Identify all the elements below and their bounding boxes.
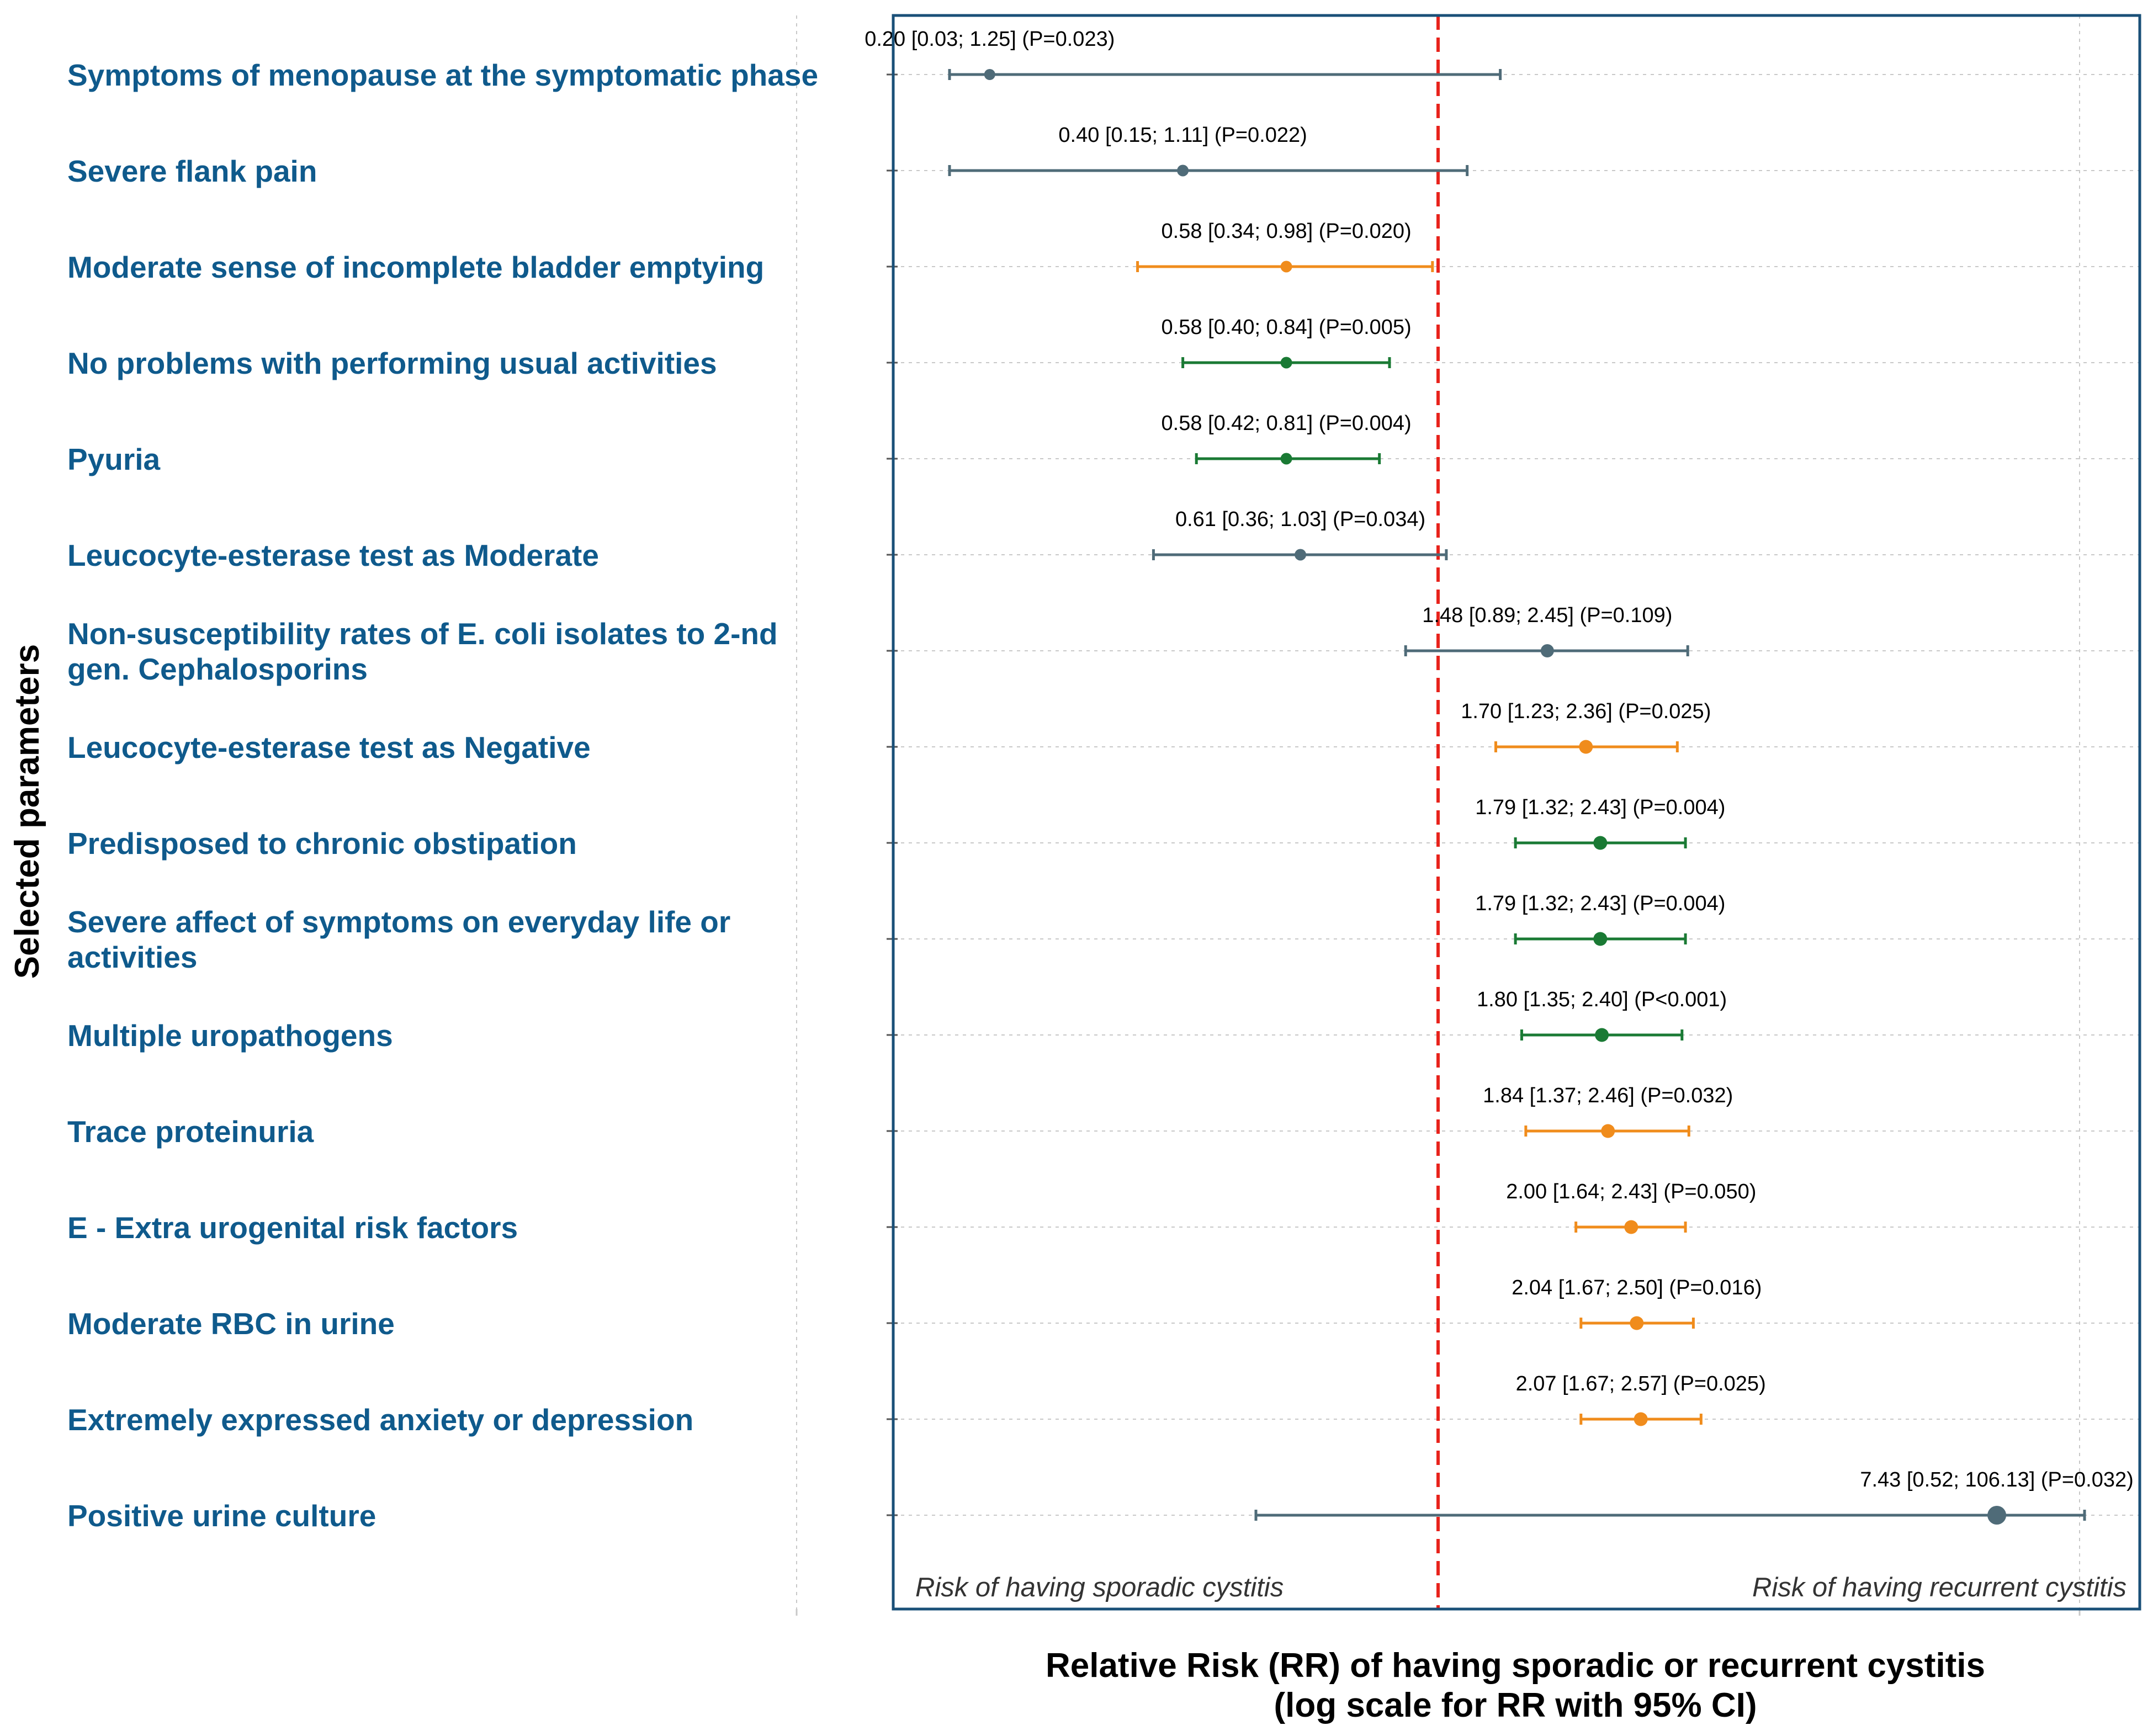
parameter-label: Pyuria — [67, 442, 161, 476]
parameter-label: Positive urine culture — [67, 1499, 376, 1533]
ci-value-label: 7.43 [0.52; 106.13] (P=0.032) — [1860, 1468, 2133, 1491]
forest-row: 0.20 [0.03; 1.25] (P=0.023) — [865, 28, 1502, 80]
y-axis-title: Selected parameters — [8, 644, 46, 979]
rr-point — [1634, 1412, 1648, 1426]
ci-value-label: 2.04 [1.67; 2.50] (P=0.016) — [1512, 1276, 1762, 1299]
ci-value-label: 1.48 [0.89; 2.45] (P=0.109) — [1422, 604, 1672, 627]
rows-layer: 0.20 [0.03; 1.25] (P=0.023) 0.40 [0.15; 1… — [865, 28, 2134, 1525]
forest-row: 1.79 [1.32; 2.43] (P=0.004) — [1475, 892, 1725, 946]
ci-value-label: 2.00 [1.64; 2.43] (P=0.050) — [1506, 1180, 1756, 1203]
parameter-label: Multiple uropathogens — [67, 1018, 393, 1053]
parameter-labels: Symptoms of menopause at the symptomatic… — [67, 58, 818, 1533]
rr-point — [1987, 1506, 2007, 1525]
parameter-label: Moderate sense of incomplete bladder emp… — [67, 250, 764, 284]
rr-point — [1595, 1028, 1609, 1042]
rr-point — [984, 69, 995, 80]
forest-row: 2.04 [1.67; 2.50] (P=0.016) — [1512, 1276, 1762, 1330]
forest-row: 0.61 [0.36; 1.03] (P=0.034) — [1152, 508, 1448, 561]
forest-row: 7.43 [0.52; 106.13] (P=0.032) — [1254, 1468, 2134, 1525]
region-left-label: Risk of having sporadic cystitis — [915, 1573, 1284, 1602]
ci-value-label: 0.58 [0.40; 0.84] (P=0.005) — [1162, 316, 1412, 339]
parameter-label: Symptoms of menopause at the symptomatic… — [67, 58, 818, 92]
forest-row: 2.00 [1.64; 2.43] (P=0.050) — [1506, 1180, 1756, 1234]
forest-row: 2.07 [1.67; 2.57] (P=0.025) — [1516, 1372, 1766, 1426]
ci-value-label: 0.58 [0.42; 0.81] (P=0.004) — [1162, 412, 1412, 435]
forest-row: 0.58 [0.42; 0.81] (P=0.004) — [1162, 412, 1412, 465]
rr-point — [1280, 261, 1292, 273]
x-axis-subtitle: (log scale for RR with 95% CI) — [1274, 1686, 1757, 1724]
parameter-label: Leucocyte-esterase test as Moderate — [67, 538, 599, 572]
x-axis-title: Relative Risk (RR) of having sporadic or… — [1046, 1647, 1985, 1685]
forest-row: 1.84 [1.37; 2.46] (P=0.032) — [1483, 1084, 1733, 1138]
rr-point — [1295, 549, 1307, 561]
rr-point — [1630, 1316, 1644, 1330]
rr-point — [1177, 164, 1189, 177]
parameter-label: Moderate RBC in urine — [67, 1307, 395, 1341]
forest-row: 1.79 [1.32; 2.43] (P=0.004) — [1475, 796, 1725, 850]
parameter-label: Extremely expressed anxiety or depressio… — [67, 1403, 693, 1437]
grid-layer — [796, 15, 2140, 1616]
forest-row: 1.70 [1.23; 2.36] (P=0.025) — [1461, 700, 1711, 754]
forest-row: 1.48 [0.89; 2.45] (P=0.109) — [1404, 604, 1689, 657]
forest-row: 0.40 [0.15; 1.11] (P=0.022) — [948, 124, 1469, 177]
ci-value-label: 0.40 [0.15; 1.11] (P=0.022) — [1058, 124, 1307, 147]
parameter-label: Trace proteinuria — [67, 1114, 314, 1149]
ci-value-label: 1.79 [1.32; 2.43] (P=0.004) — [1475, 796, 1725, 819]
ci-value-label: 0.20 [0.03; 1.25] (P=0.023) — [865, 28, 1115, 51]
forest-row: 0.58 [0.34; 0.98] (P=0.020) — [1136, 220, 1434, 273]
parameter-label: Leucocyte-esterase test as Negative — [67, 730, 591, 765]
rr-point — [1624, 1220, 1638, 1234]
parameter-label: Severe affect of symptoms on everyday li… — [67, 905, 730, 974]
ci-value-label: 0.61 [0.36; 1.03] (P=0.034) — [1175, 508, 1425, 531]
rr-point — [1593, 836, 1608, 850]
parameter-label: No problems with performing usual activi… — [67, 346, 717, 380]
rr-point — [1579, 740, 1593, 754]
ci-value-label: 2.07 [1.67; 2.57] (P=0.025) — [1516, 1372, 1766, 1395]
forest-row: 1.80 [1.35; 2.40] (P<0.001) — [1477, 988, 1727, 1042]
parameter-label: Non-susceptibility rates of E. coli isol… — [67, 617, 778, 686]
parameter-label: E - Extra urogenital risk factors — [67, 1211, 518, 1245]
plot-panel-border — [892, 14, 2141, 1611]
ci-value-label: 1.70 [1.23; 2.36] (P=0.025) — [1461, 700, 1711, 723]
rr-point — [1280, 357, 1292, 369]
rr-point — [1593, 932, 1608, 946]
parameter-label: Predisposed to chronic obstipation — [67, 826, 577, 861]
ci-value-label: 1.80 [1.35; 2.40] (P<0.001) — [1477, 988, 1727, 1011]
rr-point — [1280, 453, 1292, 465]
parameter-label: Severe flank pain — [67, 154, 317, 188]
region-right-label: Risk of having recurrent cystitis — [1752, 1573, 2127, 1602]
rr-point — [1540, 644, 1554, 657]
ci-value-label: 1.79 [1.32; 2.43] (P=0.004) — [1475, 892, 1725, 915]
ci-value-label: 1.84 [1.37; 2.46] (P=0.032) — [1483, 1084, 1733, 1107]
rr-point — [1601, 1124, 1615, 1138]
forest-row: 0.58 [0.40; 0.84] (P=0.005) — [1162, 316, 1412, 369]
ci-value-label: 0.58 [0.34; 0.98] (P=0.020) — [1162, 220, 1412, 243]
